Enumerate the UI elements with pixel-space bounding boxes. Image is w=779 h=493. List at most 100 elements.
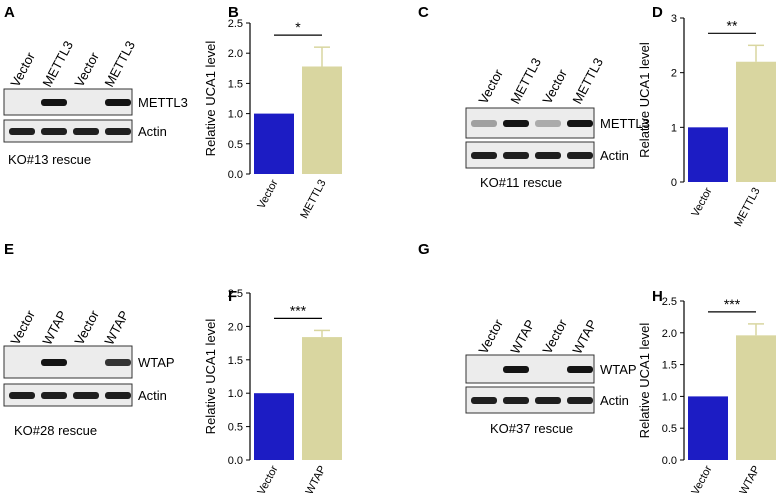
y-axis-title: Relative UCA1 level xyxy=(637,323,652,439)
lane-label: Vector xyxy=(7,49,38,89)
protein-band xyxy=(503,120,529,127)
y-tick-label: 2.5 xyxy=(228,18,243,30)
significance-marker: * xyxy=(295,19,301,35)
significance-marker: *** xyxy=(290,302,307,318)
lane-label: Vector xyxy=(539,316,570,356)
y-tick-label: 1.5 xyxy=(228,78,243,90)
lane-label: WTAP xyxy=(39,308,69,347)
panel-letter: B xyxy=(228,4,239,21)
y-tick-label: 1.0 xyxy=(228,109,243,121)
blot-strip-actin xyxy=(3,383,133,407)
actin-band xyxy=(471,397,497,404)
actin-band xyxy=(535,152,561,159)
y-tick-label: 0.0 xyxy=(228,455,243,467)
lane-label: Vector xyxy=(475,66,506,106)
actin-band xyxy=(41,128,67,135)
panel-letter: C xyxy=(418,4,429,21)
y-tick-label: 1.0 xyxy=(662,391,677,403)
panel-letter: A xyxy=(4,4,15,21)
lane-label: Vector xyxy=(7,307,38,347)
actin-band xyxy=(105,392,131,399)
y-tick-label: 1 xyxy=(671,122,677,134)
bar xyxy=(302,337,342,460)
y-axis-title: Relative UCA1 level xyxy=(637,42,652,158)
x-category-label: METTL3 xyxy=(732,186,762,229)
protein-band xyxy=(41,359,67,366)
y-tick-label: 0.0 xyxy=(228,169,243,181)
y-tick-label: 0.5 xyxy=(228,422,243,434)
actin-band xyxy=(567,397,593,404)
protein-band xyxy=(471,120,497,127)
y-axis-title: Relative UCA1 level xyxy=(203,319,218,435)
bar xyxy=(254,113,294,174)
panel-letter: D xyxy=(652,4,663,21)
significance-marker: *** xyxy=(724,296,741,312)
actin-band xyxy=(503,397,529,404)
lane-label: Vector xyxy=(71,307,102,347)
lane-label: WTAP xyxy=(569,317,599,356)
x-category-label: Vector xyxy=(255,177,280,210)
significance-marker: ** xyxy=(727,17,738,33)
y-tick-label: 1.5 xyxy=(228,355,243,367)
actin-band xyxy=(41,392,67,399)
lane-label: WTAP xyxy=(101,308,131,347)
lane-label: Vector xyxy=(71,49,102,89)
lane-label: Vector xyxy=(539,66,570,106)
x-category-label: Vector xyxy=(255,463,280,493)
y-tick-label: 2.5 xyxy=(228,288,243,300)
y-tick-label: 2.5 xyxy=(662,296,677,308)
protein-band xyxy=(503,366,529,373)
actin-band xyxy=(9,128,35,135)
bar xyxy=(254,393,294,460)
actin-band xyxy=(73,128,99,135)
y-tick-label: 0 xyxy=(671,177,677,189)
panel-letter: H xyxy=(652,288,663,305)
blot-target-label: WTAP xyxy=(138,355,175,370)
bar xyxy=(688,127,728,182)
blot-target-label: Actin xyxy=(138,124,167,139)
actin-band xyxy=(535,397,561,404)
x-category-label: METTL3 xyxy=(298,178,328,221)
x-category-label: WTAP xyxy=(738,464,763,493)
lane-label: METTL3 xyxy=(101,38,138,89)
protein-band xyxy=(105,99,131,106)
x-category-label: WTAP xyxy=(304,464,329,493)
protein-band xyxy=(567,120,593,127)
panel-letter: F xyxy=(228,288,237,305)
blot-caption: KO#11 rescue xyxy=(480,175,562,190)
y-tick-label: 2.0 xyxy=(228,48,243,60)
protein-band xyxy=(535,120,561,127)
lane-label: METTL3 xyxy=(39,38,76,89)
y-tick-label: 1.5 xyxy=(662,360,677,372)
y-tick-label: 0.0 xyxy=(662,455,677,467)
blot-target-label: WTAP xyxy=(600,362,637,377)
blot-target-label: METTL3 xyxy=(138,95,188,110)
blot-caption: KO#13 rescue xyxy=(8,152,91,167)
lane-label: WTAP xyxy=(507,317,537,356)
y-tick-label: 1.0 xyxy=(228,388,243,400)
blot-strip-actin xyxy=(3,119,133,143)
protein-band xyxy=(41,99,67,106)
blot-target-label: Actin xyxy=(600,393,629,408)
y-tick-label: 2.0 xyxy=(662,328,677,340)
protein-band xyxy=(567,366,593,373)
bar xyxy=(688,396,728,460)
blot-caption: KO#37 rescue xyxy=(490,421,573,436)
y-tick-label: 2 xyxy=(671,68,677,80)
bar xyxy=(736,61,776,182)
y-tick-label: 0.5 xyxy=(228,139,243,151)
blot-caption: KO#28 rescue xyxy=(14,423,97,438)
protein-band xyxy=(105,359,131,366)
actin-band xyxy=(73,392,99,399)
actin-band xyxy=(9,392,35,399)
lane-label: Vector xyxy=(475,316,506,356)
y-tick-label: 0.5 xyxy=(662,423,677,435)
panel-letter: G xyxy=(418,241,430,258)
y-tick-label: 2.0 xyxy=(228,321,243,333)
x-category-label: Vector xyxy=(689,463,714,493)
actin-band xyxy=(567,152,593,159)
actin-band xyxy=(105,128,131,135)
bar xyxy=(736,335,776,460)
x-category-label: Vector xyxy=(689,185,714,218)
